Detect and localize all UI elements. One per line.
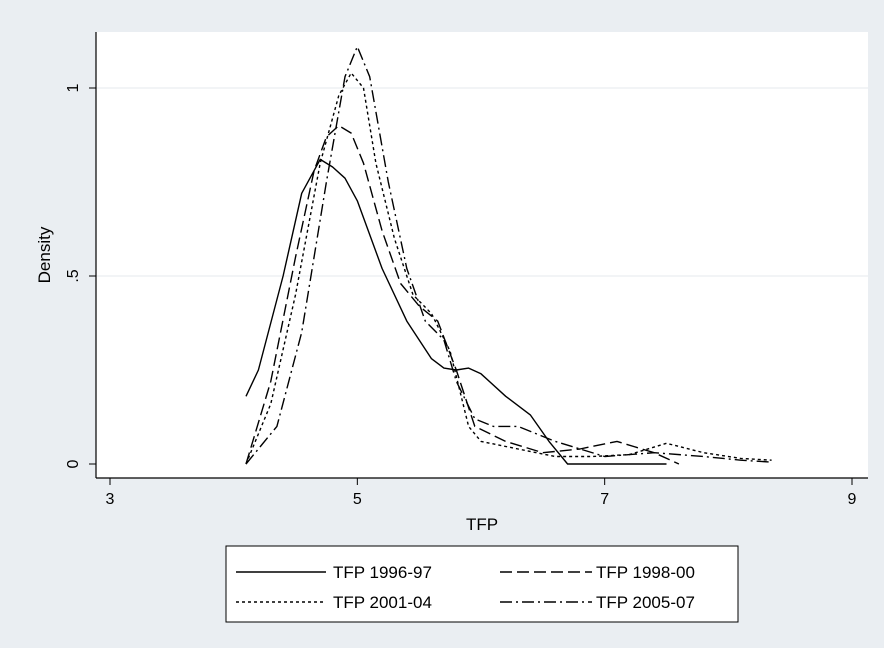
series-line-1 <box>245 158 667 465</box>
y-axis-ticks: 0.51 <box>65 83 96 468</box>
series-layer <box>245 45 772 465</box>
x-tick-label: 9 <box>848 491 857 508</box>
x-tick-label: 7 <box>600 491 609 508</box>
y-tick-label: 1 <box>65 83 82 92</box>
legend: TFP 1996-97 TFP 1998-00 TFP 2001-04 TFP 200… <box>225 545 739 623</box>
series-line-4 <box>245 45 772 465</box>
x-tick-label: 5 <box>353 491 362 508</box>
legend-label-1: TFP 1996-97 <box>333 563 432 582</box>
y-axis-title: Density <box>35 226 54 283</box>
legend-label-2: TFP 1998-00 <box>596 563 695 582</box>
x-axis-ticks: 3 5 7 9 <box>106 478 857 508</box>
plot-area-background <box>96 32 868 478</box>
gridlines <box>96 87 868 277</box>
legend-label-3: TFP 2001-04 <box>333 593 432 612</box>
series-line-2 <box>245 124 680 465</box>
series-line-3 <box>245 72 772 465</box>
y-tick-label: .5 <box>65 269 82 282</box>
legend-label-4: TFP 2005-07 <box>596 593 695 612</box>
y-tick-label: 0 <box>65 459 82 468</box>
legend-box <box>225 545 739 623</box>
x-axis-title: TFP <box>466 515 498 534</box>
x-tick-label: 3 <box>106 491 115 508</box>
